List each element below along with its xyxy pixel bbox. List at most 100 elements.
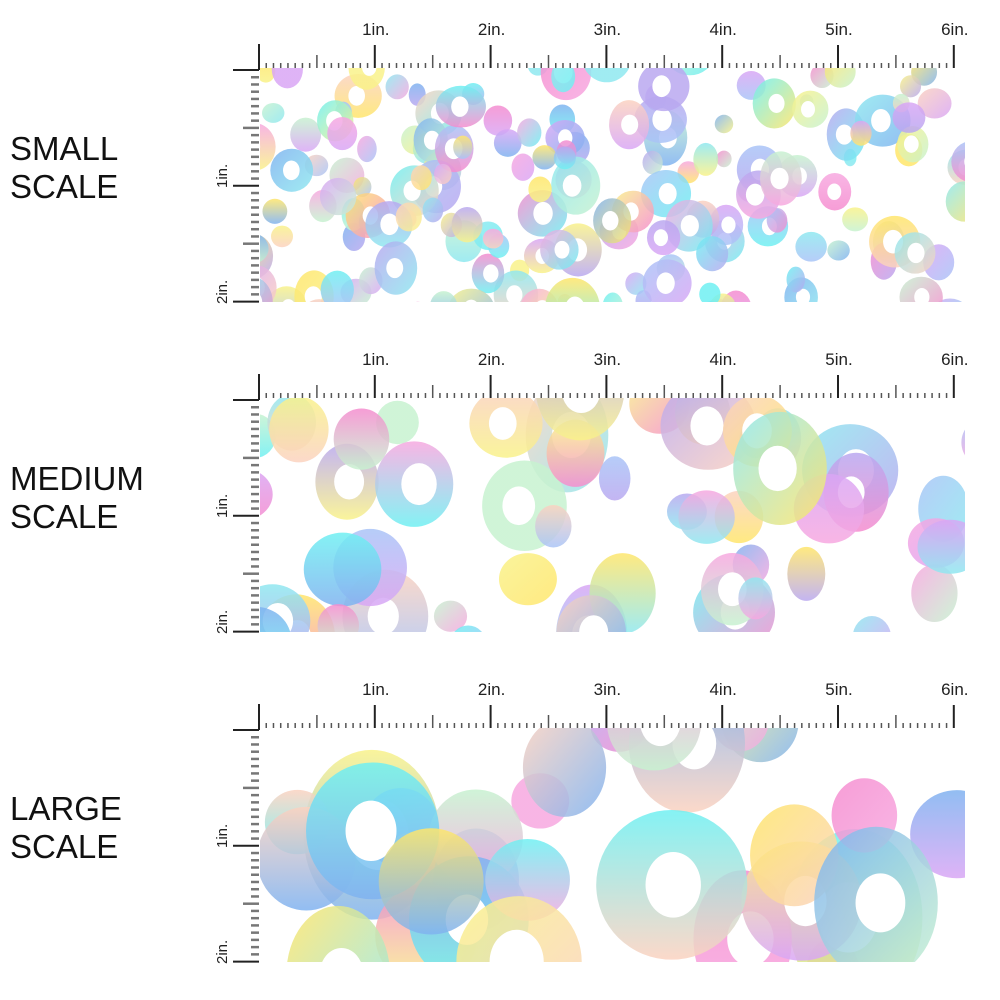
- leopard-spot: [410, 165, 432, 191]
- leopard-spot: [498, 553, 557, 606]
- rosette-center: [914, 288, 930, 302]
- leopard-spot: [714, 114, 734, 134]
- leopard-spot: [738, 577, 773, 620]
- leopard-spot: [271, 68, 303, 89]
- ruler-label-vertical: 1in.: [214, 163, 231, 188]
- ruler-label-vertical: 2in.: [214, 609, 231, 634]
- rosette-center: [658, 182, 677, 205]
- rosette-center: [721, 216, 736, 234]
- leopard-spot: [260, 607, 291, 632]
- ruler-label-horizontal: 3in.: [593, 350, 622, 369]
- leopard-spot: [607, 728, 701, 771]
- leopard-spot: [511, 153, 535, 181]
- ruler-label-horizontal: 1in.: [362, 20, 390, 39]
- rosette-center: [903, 135, 919, 153]
- rosette-center: [562, 398, 600, 413]
- ruler-label-horizontal: 5in.: [825, 680, 853, 699]
- leopard-spot: [422, 197, 444, 223]
- rosette-center: [322, 948, 361, 962]
- ruler-label-vertical: 2in.: [214, 939, 231, 964]
- leopard-spot: [395, 202, 422, 232]
- ruler-label-horizontal: 5in.: [825, 20, 853, 39]
- leopard-spot: [483, 105, 513, 136]
- ruler: [233, 704, 955, 963]
- leopard-spot: [603, 292, 623, 302]
- rosette-center: [835, 124, 853, 145]
- leopard-spot: [385, 74, 409, 100]
- leopard-spot: [678, 490, 735, 544]
- rosette-center: [533, 201, 553, 225]
- leopard-spot: [938, 298, 963, 302]
- scale-label-medium: MEDIUM SCALE: [10, 460, 144, 536]
- ruler-label-horizontal: 2in.: [477, 350, 506, 369]
- rosette-center: [386, 258, 404, 279]
- leopard-spot: [348, 68, 385, 90]
- rosette-center: [652, 108, 672, 132]
- rosette-center: [465, 299, 477, 302]
- rosette-center: [745, 183, 765, 206]
- ruler-label-horizontal: 6in.: [941, 350, 969, 369]
- rosette-center: [768, 93, 785, 113]
- leopard-spot: [271, 225, 294, 248]
- rosette-center: [770, 167, 789, 190]
- ruler-label-horizontal: 5in.: [825, 350, 853, 369]
- leopard-spot: [696, 236, 729, 272]
- leopard-spot: [453, 135, 473, 159]
- rosette-center: [554, 240, 570, 259]
- leopard-spot: [262, 198, 288, 224]
- leopard-spot: [892, 102, 926, 133]
- leopard-spot: [625, 272, 647, 295]
- rosette-center: [283, 160, 300, 181]
- ruler-label-vertical: 2in.: [214, 279, 231, 304]
- rosette-center: [362, 68, 377, 76]
- rosette-center: [690, 406, 724, 446]
- rosette-center: [483, 264, 499, 283]
- leopard-spot: [699, 282, 721, 302]
- rosette-center: [282, 299, 294, 302]
- leopard-spot: [945, 181, 965, 222]
- leopard-spot: [260, 68, 276, 83]
- ruler-label-horizontal: 3in.: [593, 680, 622, 699]
- leopard-spot: [434, 163, 452, 185]
- label-line1: LARGE: [10, 790, 122, 827]
- label-line2: SCALE: [10, 498, 119, 535]
- leopard-spot: [584, 68, 630, 83]
- leopard-spot: [795, 231, 827, 262]
- leopard-spot: [353, 176, 372, 197]
- rosette-center: [621, 114, 639, 135]
- rosette-center: [566, 296, 584, 302]
- rosette-center: [827, 183, 842, 201]
- leopard-spot: [750, 804, 839, 907]
- leopard-spot: [290, 117, 322, 152]
- leopard-spot: [430, 291, 457, 302]
- ruler-label-horizontal: 4in.: [709, 680, 737, 699]
- rosette-center: [907, 242, 925, 264]
- rosette-center: [656, 272, 675, 294]
- leopard-spot: [532, 145, 557, 170]
- leopard-spot: [260, 235, 269, 262]
- leopard-spot: [319, 177, 357, 216]
- leopard-spot: [260, 123, 276, 170]
- ruler-label-horizontal: 1in.: [362, 350, 390, 369]
- ruler-label-horizontal: 4in.: [709, 20, 737, 39]
- leopard-spot: [493, 129, 522, 157]
- rosette-center: [348, 86, 365, 106]
- rosette-center: [380, 213, 399, 236]
- rosette-center: [334, 463, 365, 500]
- leopard-spot: [853, 616, 891, 632]
- rosette-center: [645, 852, 701, 918]
- scale-label-small: SMALL SCALE: [10, 130, 118, 206]
- fabric-pattern-swatch: [260, 728, 965, 962]
- leopard-spot: [433, 600, 468, 632]
- label-line2: SCALE: [10, 828, 119, 865]
- rosette-center: [562, 174, 582, 197]
- leopard-spot: [357, 135, 377, 163]
- rosette-center: [964, 157, 965, 166]
- rosette-center: [871, 109, 891, 133]
- rosette-center: [451, 96, 469, 117]
- rosette-center: [579, 615, 609, 632]
- rosette-center: [758, 445, 797, 492]
- ruler-label-horizontal: 2in.: [477, 680, 506, 699]
- rosette-center: [345, 800, 397, 862]
- label-line1: SMALL: [10, 130, 119, 167]
